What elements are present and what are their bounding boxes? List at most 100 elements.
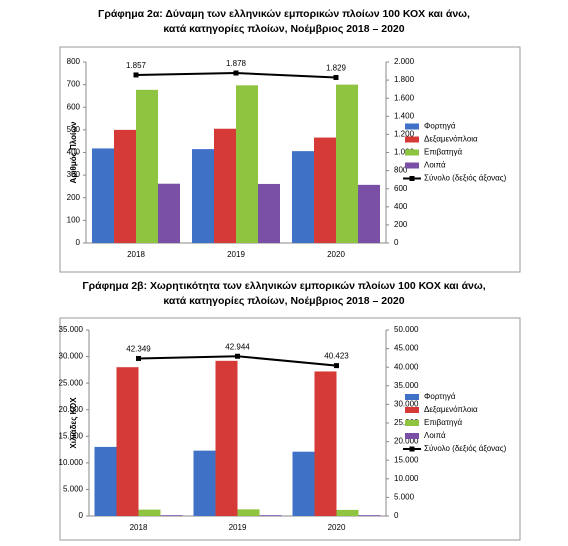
y2-tick-label: 0 xyxy=(394,511,399,520)
legend-label: Δεξαμενόπλοια xyxy=(424,405,478,414)
legend-label: Φορτηγά xyxy=(424,122,456,131)
legend-label: Σύνολο (δεξιός άξονας) xyxy=(424,444,507,453)
bar xyxy=(237,509,260,516)
bar xyxy=(136,89,158,243)
bar xyxy=(236,85,258,244)
legend-label: Λοιπά xyxy=(424,161,446,170)
y2-tick-label: 45.000 xyxy=(394,344,419,353)
y-axis-label: Χιλιάδες ΚΟΧ xyxy=(69,397,78,449)
legend-swatch xyxy=(405,149,419,156)
y-tick-label: 35.000 xyxy=(59,325,84,334)
y2-tick-label: 50.000 xyxy=(394,325,419,334)
x-tick-label: 2020 xyxy=(327,250,345,259)
y2-tick-label: 1.200 xyxy=(394,130,415,139)
data-label: 1.857 xyxy=(126,61,147,70)
legend-swatch xyxy=(405,123,419,130)
bar xyxy=(92,148,114,243)
bar xyxy=(292,151,314,243)
y2-tick-label: 35.000 xyxy=(394,381,419,390)
legend-swatch xyxy=(405,433,419,439)
chart-title: κατά κατηγορίες πλοίων, Νοέμβριος 2018 –… xyxy=(163,295,404,307)
bar xyxy=(114,129,136,243)
data-label: 1.878 xyxy=(226,59,247,68)
x-tick-label: 2020 xyxy=(328,523,346,532)
y2-tick-label: 1.800 xyxy=(394,75,415,84)
legend-label: Φορτηγά xyxy=(424,392,456,401)
bar xyxy=(116,367,139,516)
y2-tick-label: 600 xyxy=(394,184,408,193)
bar xyxy=(94,446,117,516)
bar xyxy=(358,184,380,243)
y-tick-label: 0 xyxy=(79,511,84,520)
bar xyxy=(314,371,337,516)
bar xyxy=(192,149,214,243)
y2-tick-label: 1.600 xyxy=(394,93,415,102)
data-label: 1.829 xyxy=(326,64,347,73)
y-tick-label: 20.000 xyxy=(59,405,84,414)
line-marker xyxy=(133,72,139,78)
legend-swatch xyxy=(405,136,419,143)
y-tick-label: 500 xyxy=(67,125,81,134)
line-marker xyxy=(333,74,339,80)
y2-tick-label: 0 xyxy=(394,238,399,247)
y-tick-label: 30.000 xyxy=(59,352,84,361)
chart-frame xyxy=(59,317,521,541)
bar xyxy=(292,451,315,516)
y2-tick-label: 1.000 xyxy=(394,148,415,157)
y-tick-label: 100 xyxy=(67,215,81,224)
y2-tick-label: 15.000 xyxy=(394,455,419,464)
bar xyxy=(158,183,180,243)
legend-swatch xyxy=(405,162,419,169)
line-marker xyxy=(233,70,239,76)
bar xyxy=(215,360,238,516)
bar xyxy=(259,515,282,516)
y2-tick-label: 1.400 xyxy=(394,111,415,120)
y-tick-label: 700 xyxy=(67,80,81,89)
legend-label: Λοιπά xyxy=(424,431,446,440)
y2-tick-label: 400 xyxy=(394,202,408,211)
y2-tick-label: 30.000 xyxy=(394,400,419,409)
chart-title: Γράφημα 2α: Δύναμη των ελληνικών εμπορικ… xyxy=(98,8,470,20)
y-tick-label: 400 xyxy=(67,148,81,157)
y-tick-label: 10.000 xyxy=(59,458,84,467)
legend-label: Δεξαμενόπλοια xyxy=(424,135,478,144)
y2-tick-label: 5.000 xyxy=(394,493,415,502)
y-tick-label: 300 xyxy=(67,170,81,179)
data-label: 42.944 xyxy=(225,342,250,351)
legend-swatch xyxy=(405,407,419,413)
legend-label: Επιβατηγά xyxy=(424,418,462,427)
chart-title: κατά κατηγορίες πλοίων, Νοέμβριος 2018 –… xyxy=(163,23,404,35)
y2-tick-label: 800 xyxy=(394,166,408,175)
bar xyxy=(358,515,381,516)
chart-title: Γράφημα 2β: Χωρητικότητα των ελληνικών ε… xyxy=(82,280,485,292)
y-tick-label: 0 xyxy=(76,238,81,247)
legend-swatch xyxy=(405,420,419,426)
y-tick-label: 800 xyxy=(67,57,81,66)
x-tick-label: 2018 xyxy=(130,523,148,532)
bar xyxy=(160,515,183,516)
bar xyxy=(193,450,216,516)
chart-frame xyxy=(59,46,521,273)
y2-tick-label: 200 xyxy=(394,220,408,229)
y2-tick-label: 10.000 xyxy=(394,474,419,483)
bar xyxy=(214,128,236,243)
bar xyxy=(314,137,336,243)
y2-tick-label: 2.000 xyxy=(394,57,415,66)
bar xyxy=(138,509,161,516)
legend-swatch xyxy=(409,176,415,181)
y-tick-label: 600 xyxy=(67,102,81,111)
bar xyxy=(258,183,280,243)
data-label: 42.349 xyxy=(126,345,151,354)
y-tick-label: 25.000 xyxy=(59,378,84,387)
legend-swatch xyxy=(405,394,419,400)
y2-tick-label: 40.000 xyxy=(394,362,419,371)
y-tick-label: 15.000 xyxy=(59,431,84,440)
y-tick-label: 200 xyxy=(67,193,81,202)
legend-label: Επιβατηγά xyxy=(424,148,462,157)
legend-label: Σύνολο (δεξιός άξονας) xyxy=(424,174,507,183)
bar xyxy=(336,84,358,243)
x-tick-label: 2019 xyxy=(227,250,245,259)
line-marker xyxy=(334,363,339,369)
bar xyxy=(336,509,359,516)
